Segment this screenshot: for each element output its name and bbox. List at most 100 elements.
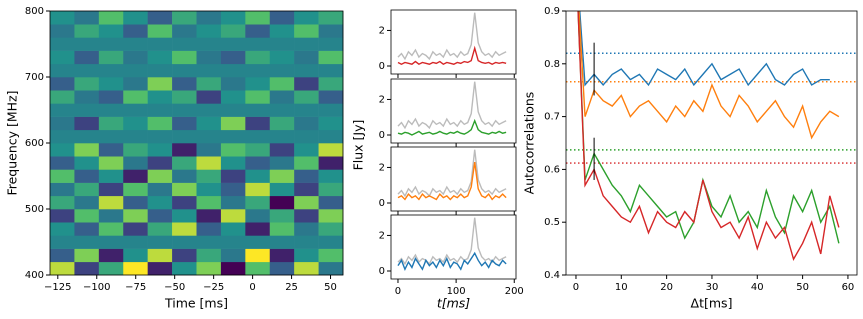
heatmap-cell (50, 90, 75, 104)
heatmap-cell (245, 169, 271, 183)
heatmap-cell (123, 182, 148, 197)
heatmap-cell (269, 222, 295, 236)
heatmap-cell (269, 143, 295, 157)
heatmap-cell (318, 248, 344, 263)
heatmap-cell (123, 63, 148, 78)
heatmap-cell (50, 50, 75, 65)
heatmap-cell (147, 235, 173, 249)
heatmap-cell (123, 235, 148, 249)
series-line (577, 11, 840, 261)
heatmap-cell (98, 195, 124, 210)
heatmap-cell (123, 195, 148, 210)
heatmap-cell (147, 37, 173, 51)
heatmap-cell (294, 116, 319, 131)
heatmap-cell (172, 103, 197, 117)
y-tick-label: 600 (25, 138, 44, 149)
heatmap-cell (269, 129, 295, 144)
heatmap-cell (147, 222, 173, 236)
series-line (397, 45, 507, 66)
x-tick-label: 10 (615, 282, 628, 293)
x-tick-label: 0 (249, 282, 255, 293)
heatmap-cell (245, 77, 271, 91)
heatmap-cell (245, 116, 271, 131)
heatmap-cell (123, 143, 148, 157)
heatmap-cell (98, 77, 124, 91)
x-tick-label: −125 (44, 282, 71, 293)
heatmap-cell (318, 195, 344, 210)
heatmap-cell (50, 77, 75, 91)
heatmap-cell (147, 261, 173, 276)
heatmap-cell (98, 103, 124, 117)
heatmap-cell (269, 116, 295, 131)
x-tick-label: −100 (83, 282, 110, 293)
axes-frame (390, 214, 517, 280)
heatmap-cell (269, 77, 295, 91)
heatmap-cell (294, 261, 319, 276)
heatmap-cell (147, 143, 173, 157)
y-tick-label: 0.9 (544, 6, 560, 17)
heatmap-cell (269, 50, 295, 65)
heatmap-cell (147, 11, 173, 25)
heatmap-cell (147, 195, 173, 210)
heatmap-cell (294, 209, 319, 223)
heatmap-cell (50, 103, 75, 117)
heatmap-cell (172, 11, 197, 25)
heatmap-cell (123, 50, 148, 65)
heatmap-cell (220, 261, 246, 276)
heatmap-cell (318, 261, 344, 276)
heatmap-cell (98, 248, 124, 263)
heatmap-cell (50, 261, 75, 276)
axes-frame (565, 10, 858, 276)
heatmap-cell (318, 169, 344, 183)
x-tick-label: 50 (796, 282, 809, 293)
heatmap-cell (50, 37, 75, 51)
heatmap-cell (196, 37, 222, 51)
heatmap-cell (318, 209, 344, 223)
heatmap-cell (50, 116, 75, 131)
heatmap-cell (172, 261, 197, 276)
heatmap-cell (269, 182, 295, 197)
heatmap-cell (269, 63, 295, 78)
heatmap-cell (147, 90, 173, 104)
heatmap-cell (147, 63, 173, 78)
heatmap-cell (98, 37, 124, 51)
x-tick-label: 30 (706, 282, 719, 293)
x-tick-label: −50 (164, 282, 185, 293)
heatmap-cell (318, 235, 344, 249)
heatmap-cell (196, 116, 222, 131)
heatmap-cell (318, 103, 344, 117)
heatmap-cell (220, 169, 246, 183)
heatmap-cell (220, 129, 246, 144)
heatmap-cell (196, 156, 222, 170)
heatmap-cell (196, 222, 222, 236)
heatmap-cell (172, 156, 197, 170)
heatmap-cell (318, 143, 344, 157)
heatmap-cell (74, 77, 100, 91)
heatmap-cell (147, 156, 173, 170)
heatmap-cell (98, 222, 124, 236)
heatmap-cell (74, 248, 100, 263)
heatmap-cell (245, 63, 271, 78)
heatmap-cell (294, 248, 319, 263)
heatmap-cell (147, 77, 173, 91)
heatmap-cell (147, 50, 173, 65)
heatmap-cell (294, 90, 319, 104)
heatmap-cell (172, 248, 197, 263)
heatmap-cell (123, 156, 148, 170)
heatmap-cell (147, 103, 173, 117)
heatmap-cell (269, 209, 295, 223)
heatmap-cell (98, 129, 124, 144)
heatmap-cell (269, 90, 295, 104)
heatmap-cell (318, 24, 344, 38)
heatmap-cell (50, 209, 75, 223)
heatmap-cell (123, 90, 148, 104)
heatmap-cell (245, 209, 271, 223)
series-line (577, 11, 840, 244)
x-tick-label: 200 (505, 286, 524, 297)
x-axis-label: t[ms] (437, 296, 470, 311)
axes-frame (390, 146, 517, 212)
heatmap-cell (172, 235, 197, 249)
heatmap-cell (294, 143, 319, 157)
y-tick-label: 700 (25, 72, 44, 83)
